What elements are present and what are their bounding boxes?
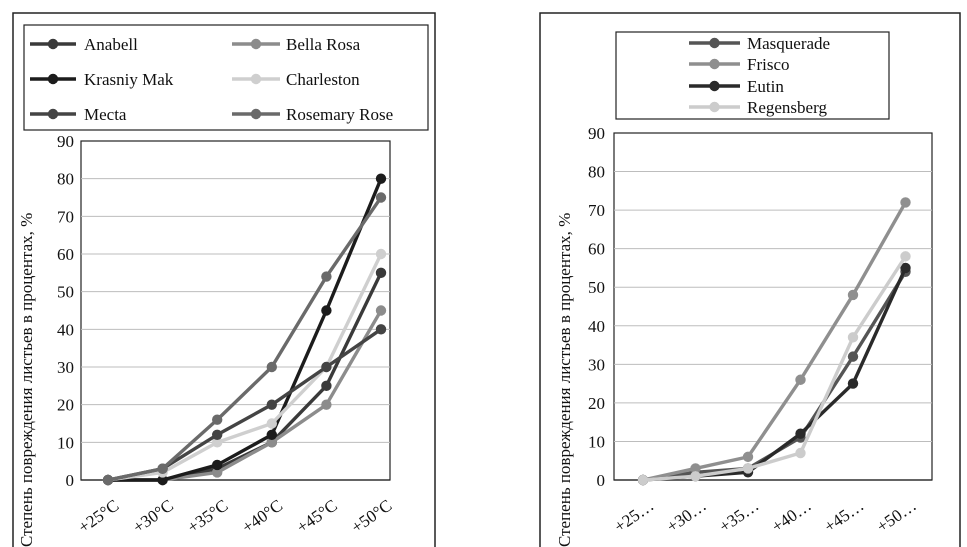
chart2-data-point [847, 289, 859, 301]
chart1-y-tick-label: 10 [57, 433, 74, 452]
chart1-data-point [321, 361, 332, 373]
chart2-y-tick-label: 70 [588, 201, 605, 220]
chart1-y-tick-label: 20 [57, 396, 74, 415]
chart2-legend-label: Masquerade [747, 34, 830, 53]
chart1-y-tick-label: 80 [57, 170, 74, 189]
chart1-y-tick-label: 60 [57, 245, 74, 264]
chart2-data-point [637, 474, 649, 486]
chart2-legend-swatch-marker [709, 101, 720, 113]
chart1-series-line [107, 196, 383, 482]
chart2-data-point [795, 428, 806, 439]
chart2-data-point [900, 251, 911, 262]
chart1-data-point [266, 399, 277, 410]
chart1-y-tick-label: 50 [57, 283, 74, 302]
chart1-data-point [321, 399, 332, 410]
chart1-data-point [212, 437, 223, 448]
chart1-y-tick-label: 90 [57, 132, 74, 151]
chart2-series-line [642, 201, 907, 482]
chart2-legend-label: Frisco [747, 55, 790, 74]
chart2-data-point [690, 470, 701, 482]
chart1-legend-swatch-marker [47, 108, 59, 120]
chart1-data-point [375, 173, 387, 184]
chart1-data-point [321, 380, 332, 392]
chart2-y-tick-label: 30 [588, 355, 605, 374]
chart2-legend-label: Eutin [747, 77, 784, 96]
chart1-legend-swatch-marker [250, 108, 262, 120]
chart1-legend-swatch-marker [47, 38, 59, 50]
chart1-legend-swatch-marker [250, 73, 262, 85]
chart1-y-tick-label: 0 [66, 471, 75, 490]
chart2-data-point [742, 451, 754, 463]
chart2-legend-box [615, 31, 890, 120]
chart2-y-axis-label: Степень повреждения листьев в процентах,… [555, 213, 574, 547]
chart2-data-point [847, 351, 859, 362]
chart1-legend-box [23, 24, 429, 131]
chart1-data-point [375, 192, 387, 203]
chart1-data-point [157, 463, 168, 474]
chart1-legend-label: Rosemary Rose [286, 105, 393, 124]
chart2-legend-swatch-marker [709, 37, 720, 49]
chart2-series-line [642, 255, 907, 482]
chart2-legend-swatch-marker [709, 80, 720, 92]
chart1-legend-label: Bella Rosa [286, 35, 361, 54]
chart2-data-point [847, 378, 859, 389]
chart2-y-tick-label: 20 [588, 394, 605, 413]
chart1-data-point [212, 459, 223, 471]
chart1-data-point [375, 324, 387, 335]
chart1-y-tick-label: 40 [57, 320, 74, 339]
chart1-legend-swatch-marker [250, 38, 262, 50]
chart2-data-point [795, 447, 806, 459]
chart1-data-point [157, 474, 168, 486]
chart1-data-point [375, 267, 387, 279]
chart1-data-point [321, 305, 332, 316]
chart2-y-tick-label: 50 [588, 278, 605, 297]
chart1-y-tick-label: 30 [57, 358, 74, 377]
chart1-data-point [212, 429, 223, 440]
chart2-legend-label: Regensberg [747, 98, 827, 117]
chart1-series-line [107, 253, 383, 482]
chart1-y-axis-label: Степень повреждения листьев в процентах,… [17, 213, 36, 547]
chart1-data-point [212, 414, 223, 425]
chart1-data-point [375, 248, 387, 260]
chart1-y-tick-label: 70 [57, 207, 74, 226]
chart1-legend-label: Charleston [286, 70, 360, 89]
chart1-legend-swatch-marker [47, 73, 59, 85]
chart1-data-point [375, 305, 387, 316]
chart2-y-tick-label: 40 [588, 317, 605, 336]
chart1-data-point [212, 467, 223, 478]
chart1-series-line [108, 178, 383, 482]
chart1-legend-label: Anabell [84, 35, 138, 54]
chart2-data-point [900, 197, 911, 208]
chart2-y-tick-label: 80 [588, 163, 605, 182]
chart1-data-point [266, 429, 277, 440]
chart2-data-point [847, 332, 859, 343]
chart1-data-point [102, 474, 114, 486]
chart1-data-point [266, 361, 277, 373]
chart2-legend-swatch-marker [709, 58, 720, 70]
chart2-data-point [690, 463, 701, 474]
chart2-y-tick-label: 0 [597, 471, 606, 490]
chart2-data-point [795, 374, 806, 385]
chart2-y-tick-label: 10 [588, 432, 605, 451]
chart1-legend-label: Krasniy Mak [84, 70, 174, 89]
chart1-plot-area [80, 140, 391, 481]
chart1-data-point [266, 418, 277, 429]
chart2-y-tick-label: 90 [588, 124, 605, 143]
chart1-data-point [321, 271, 332, 282]
chart2-data-point [900, 262, 911, 274]
chart1-data-point [266, 437, 277, 448]
chart1-legend-label: Mecta [84, 105, 127, 124]
chart2-data-point [742, 463, 754, 474]
chart2-y-tick-label: 60 [588, 240, 605, 259]
